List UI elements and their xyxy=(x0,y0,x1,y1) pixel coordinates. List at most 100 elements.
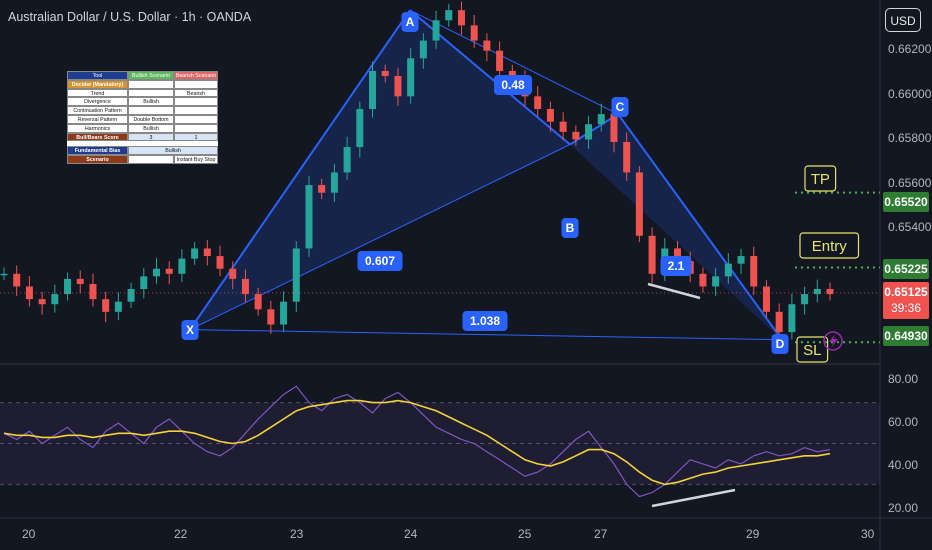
table-cell: Double Bottom xyxy=(128,114,174,124)
candle-body xyxy=(546,109,554,122)
time-tick: 25 xyxy=(518,527,532,541)
table-cell: Bearish xyxy=(174,88,218,98)
time-tick: 22 xyxy=(174,527,188,541)
rsi-line xyxy=(3,385,831,498)
time-tick: 23 xyxy=(290,527,304,541)
table-cell: Scenario xyxy=(67,155,128,164)
point-x-label: X xyxy=(186,323,194,337)
symbol-title[interactable]: Australian Dollar / U.S. Dollar · 1h · O… xyxy=(8,10,252,24)
table-row: Trend Bearish xyxy=(67,88,218,98)
current-price-value: 0.65125 xyxy=(884,285,928,299)
point-b-label-box xyxy=(561,218,579,238)
entry-label-box xyxy=(799,232,860,259)
entry-label: Entry xyxy=(812,238,848,255)
candle-body xyxy=(623,141,631,173)
candle-body xyxy=(152,268,160,277)
table-header-cell: Bearish Scenario xyxy=(174,71,218,80)
candle-body xyxy=(25,286,33,300)
candle-body xyxy=(51,294,59,305)
candle-body xyxy=(699,273,707,287)
sl-label: SL xyxy=(803,342,821,359)
table-cell: Bull/Bears Score xyxy=(67,132,128,142)
table-row: Fundamental Bias Bullish xyxy=(67,146,218,156)
table-cell: 1 xyxy=(174,132,218,142)
table-cell xyxy=(174,106,218,115)
rsi-divergence-line xyxy=(651,488,736,508)
ac-ratio-label-box xyxy=(494,75,532,95)
candle-body xyxy=(127,289,135,302)
candle-body xyxy=(712,276,720,287)
candle-body xyxy=(203,248,211,257)
point-d-label: D xyxy=(776,337,785,351)
candle-body xyxy=(813,289,821,295)
point-c-label: C xyxy=(616,100,625,114)
candle-body xyxy=(508,70,516,79)
table-cell: Reversal Pattern xyxy=(67,114,128,124)
rsi-tick: 60.00 xyxy=(888,415,919,429)
candle-body xyxy=(826,289,834,295)
candle-body xyxy=(610,114,618,142)
candle-body xyxy=(0,273,8,276)
candle-body xyxy=(585,124,593,140)
table-cell: Harmonics xyxy=(67,123,128,133)
point-b-label: B xyxy=(566,221,575,235)
candle-body xyxy=(801,294,809,305)
candle-body xyxy=(267,309,275,325)
bar-countdown: 39:36 xyxy=(890,301,922,315)
table-spacer xyxy=(67,141,218,147)
candle-body xyxy=(102,299,110,312)
table-cell: Instant Buy Stop xyxy=(174,155,218,164)
table-cell: Bullish xyxy=(128,97,174,107)
bcd-triangle xyxy=(570,114,782,340)
tp-price-label: 0.65520 xyxy=(883,192,929,212)
currency-button[interactable]: USD xyxy=(885,8,921,32)
table-row: Bull/Bears Score 3 1 xyxy=(67,132,218,142)
candle-body xyxy=(114,301,122,312)
candle-body xyxy=(775,311,783,333)
xd-ratio-label-box xyxy=(462,311,508,331)
candle-body xyxy=(38,299,46,305)
ac-ratio-label: 0.48 xyxy=(501,78,525,92)
candle-body xyxy=(254,294,262,310)
candle-body xyxy=(496,50,504,71)
tp-label-box xyxy=(804,165,837,192)
cd-leg xyxy=(617,113,783,341)
table-cell: 3 xyxy=(128,132,174,142)
current-price-label: 0.65125 39:36 xyxy=(883,282,929,319)
table-header-row: Tool Bullish Scenario Bearish Scenario xyxy=(67,71,218,80)
candle-body xyxy=(64,278,72,295)
table-cell: Divergence xyxy=(67,97,128,107)
candle-body xyxy=(737,256,745,264)
candle-body xyxy=(343,147,351,173)
table-cell xyxy=(174,114,218,124)
candle-body xyxy=(356,109,364,148)
table-row: Scenario Instant Buy Stop xyxy=(67,155,218,164)
xd-ratio-line xyxy=(189,329,783,341)
table-cell xyxy=(174,79,218,89)
table-header-cell: Tool xyxy=(67,71,128,80)
table-cell xyxy=(128,79,174,89)
rsi-tick: 20.00 xyxy=(888,501,919,515)
xd-ratio-label: 1.038 xyxy=(470,314,500,328)
tp-label: TP xyxy=(811,171,830,188)
candle-body xyxy=(369,70,377,110)
time-tick: 24 xyxy=(404,527,418,541)
candle-body xyxy=(724,263,732,277)
candle-body xyxy=(229,268,237,279)
candle-body xyxy=(241,278,249,295)
bd-ratio-label-box xyxy=(660,256,692,276)
candle-body xyxy=(13,273,21,287)
table-cell xyxy=(128,88,174,98)
point-a-label-box xyxy=(401,12,419,32)
candle-body xyxy=(318,185,326,193)
ac-ratio-line xyxy=(409,9,619,115)
table-row: Continuation Pattern xyxy=(67,106,218,115)
candle-body xyxy=(330,172,338,193)
candle-body xyxy=(559,121,567,132)
time-tick: 27 xyxy=(594,527,608,541)
candle-body xyxy=(407,58,415,97)
price-tick: 0.65600 xyxy=(888,176,932,190)
candle-body xyxy=(292,248,300,302)
